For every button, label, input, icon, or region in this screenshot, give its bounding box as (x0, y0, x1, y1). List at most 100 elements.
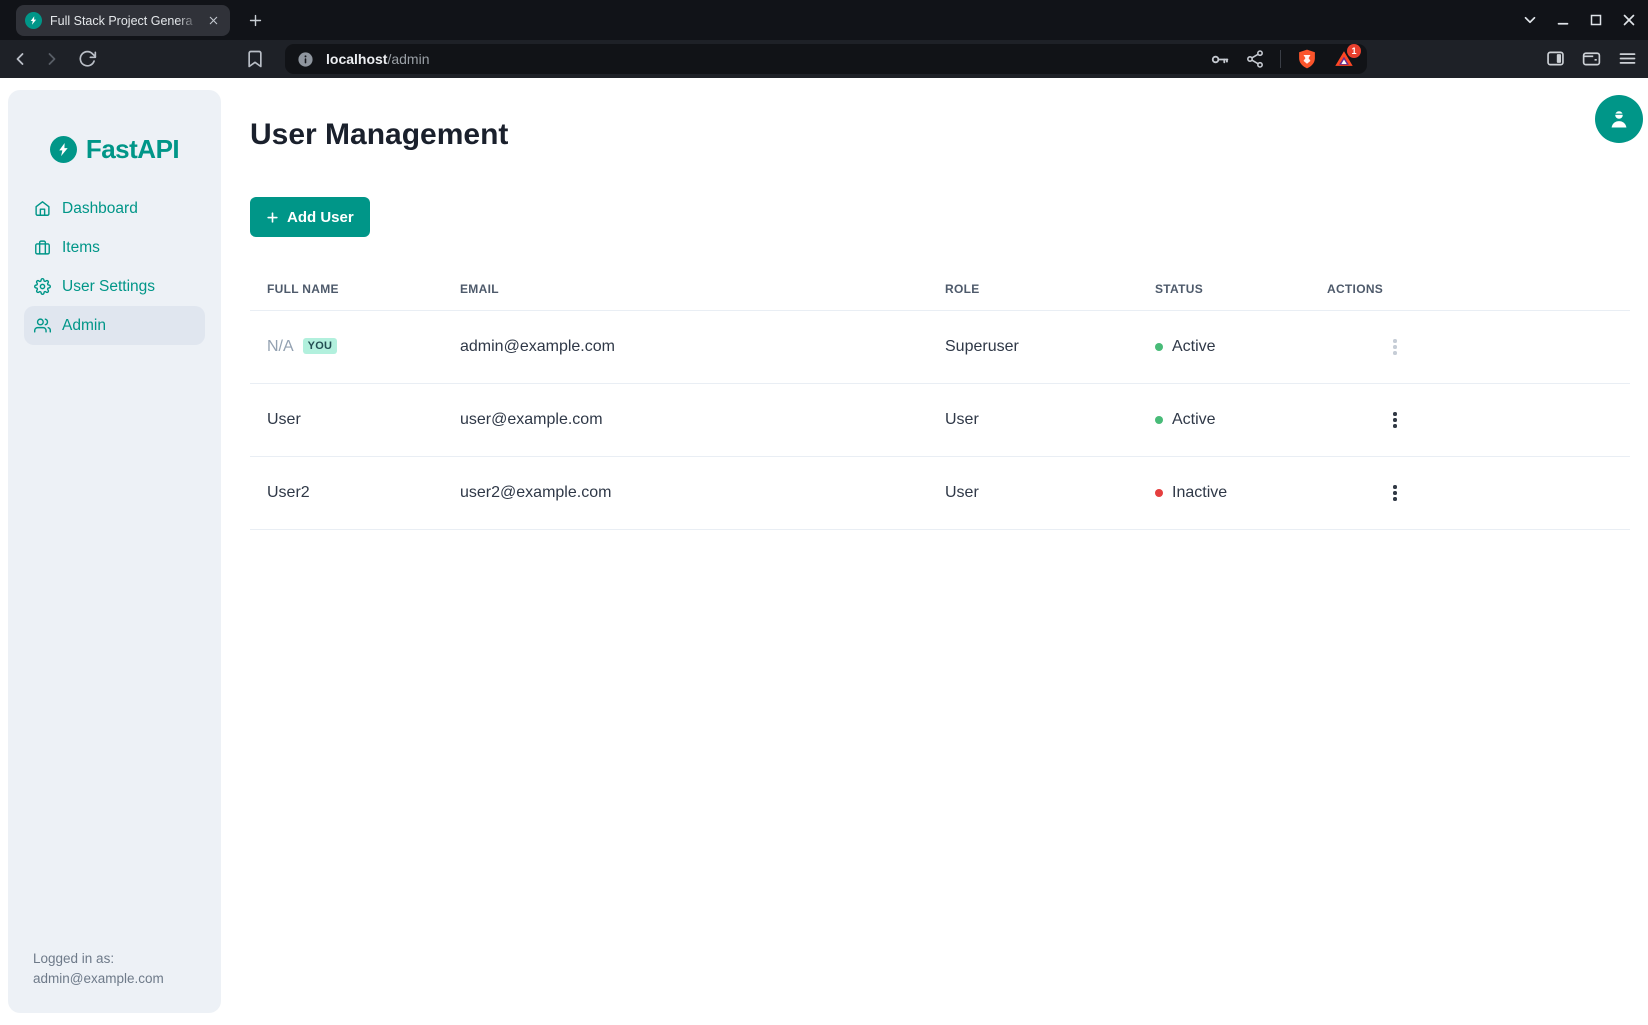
password-key-button[interactable] (1209, 49, 1230, 70)
browser-tab[interactable]: Full Stack Project Genera (16, 5, 230, 36)
hamburger-icon (1619, 53, 1636, 64)
status-dot (1155, 489, 1163, 497)
back-button[interactable] (10, 49, 30, 69)
reload-icon (79, 50, 97, 67)
ellipsis-icon (1393, 412, 1397, 416)
sidebar-nav: Dashboard Items User Settings Admin (8, 189, 221, 345)
status-dot (1155, 416, 1163, 424)
cell-full-name: User (250, 383, 443, 457)
site-info-button[interactable] (297, 51, 314, 68)
chevron-down-icon (1524, 16, 1536, 24)
column-header-role: ROLE (928, 270, 1138, 311)
main-content: User Management Add User FULL NAME EMAIL… (221, 78, 1648, 1025)
maximize-button[interactable] (1587, 11, 1605, 29)
close-icon (209, 16, 217, 25)
users-table: FULL NAME EMAIL ROLE STATUS ACTIONS N/A Y… (250, 270, 1630, 530)
table-row: N/A YOU admin@example.com Superuser Activ… (250, 310, 1630, 384)
wallet-button[interactable] (1581, 48, 1602, 69)
table-row: User user@example.com User Active (250, 383, 1630, 457)
reload-button[interactable] (77, 49, 97, 69)
sidebar-item-label: Items (62, 238, 100, 256)
logged-in-email: admin@example.com (33, 970, 164, 986)
sidebar-item-items[interactable]: Items (24, 228, 205, 267)
cell-full-name: User2 (250, 456, 443, 530)
add-user-button[interactable]: Add User (250, 197, 370, 237)
row-actions-menu-button (1382, 334, 1408, 360)
wallet-icon (1582, 52, 1601, 66)
tab-search-button[interactable] (1521, 11, 1539, 29)
ellipsis-icon (1393, 485, 1397, 489)
bookmark-button[interactable] (245, 49, 265, 69)
forward-button[interactable] (42, 49, 62, 69)
cell-email: admin@example.com (443, 310, 928, 384)
share-button[interactable] (1245, 49, 1265, 69)
share-icon (1247, 50, 1263, 68)
tab-close-button[interactable] (205, 13, 221, 29)
column-header-full-name: FULL NAME (250, 270, 443, 311)
briefcase-icon (35, 240, 50, 255)
row-actions-menu-button[interactable] (1382, 407, 1408, 433)
sidebar-item-user-settings[interactable]: User Settings (24, 267, 205, 306)
bat-triangle-icon (1335, 51, 1353, 66)
column-header-actions: ACTIONS (1310, 270, 1630, 311)
users-icon (34, 318, 51, 333)
browser-menu-button[interactable] (1617, 48, 1638, 69)
gear-icon (34, 278, 51, 295)
url-bar[interactable]: localhost/admin 1 (285, 44, 1367, 74)
user-icon (1611, 111, 1627, 128)
sidebar-item-admin[interactable]: Admin (24, 306, 205, 345)
tab-title-fade (177, 5, 203, 36)
sidebar: FastAPI Dashboard Items User Settings Ad… (8, 90, 221, 1013)
cell-status: Inactive (1172, 484, 1228, 501)
sidebar-toggle-button[interactable] (1545, 48, 1566, 69)
cell-full-name: N/A (267, 338, 294, 355)
url-path: /admin (387, 51, 430, 67)
page-title: User Management (250, 118, 509, 151)
browser-titlebar: Full Stack Project Genera (0, 0, 1648, 40)
divider (1280, 50, 1281, 68)
cell-role: Superuser (928, 310, 1138, 384)
fastapi-logo: FastAPI (8, 90, 221, 165)
info-icon (298, 51, 313, 67)
table-row: User2 user2@example.com User Inactive (250, 456, 1630, 530)
chevron-right-icon (48, 53, 56, 65)
page: FastAPI Dashboard Items User Settings Ad… (0, 78, 1648, 1025)
brave-rewards-button[interactable] (1333, 48, 1355, 70)
new-tab-button[interactable] (243, 8, 267, 32)
tab-title: Full Stack Project Genera (50, 13, 193, 28)
bookmark-icon (248, 50, 262, 68)
close-window-button[interactable] (1620, 11, 1638, 29)
sidebar-item-dashboard[interactable]: Dashboard (24, 189, 205, 228)
browser-toolbar: localhost/admin 1 (0, 40, 1648, 78)
lightning-bolt-icon (49, 136, 77, 163)
logo-text: FastAPI (85, 134, 180, 164)
chevron-left-icon (16, 53, 24, 65)
row-actions-menu-button[interactable] (1382, 480, 1408, 506)
ellipsis-icon (1393, 339, 1397, 343)
cell-email: user@example.com (443, 383, 928, 457)
table-header-row: FULL NAME EMAIL ROLE STATUS ACTIONS (250, 270, 1630, 311)
cell-role: User (928, 383, 1138, 457)
home-icon (35, 201, 50, 216)
fastapi-favicon-icon (25, 12, 42, 29)
sidebar-item-label: User Settings (62, 277, 156, 295)
rewards-notification-badge: 1 (1347, 44, 1361, 58)
close-icon (1623, 14, 1635, 26)
logged-in-info: Logged in as: admin@example.com (33, 949, 164, 990)
user-avatar-button[interactable] (1595, 95, 1643, 143)
plus-icon (267, 211, 278, 223)
cell-status: Active (1172, 338, 1216, 355)
status-dot (1155, 343, 1163, 351)
brave-shields-button[interactable] (1296, 48, 1318, 70)
url-host: localhost (326, 51, 388, 67)
column-header-status: STATUS (1138, 270, 1310, 311)
maximize-icon (1590, 14, 1602, 26)
brave-shield-icon (1299, 49, 1315, 69)
minimize-icon (1557, 22, 1569, 25)
cell-role: User (928, 456, 1138, 530)
minimize-button[interactable] (1554, 11, 1572, 29)
plus-icon (249, 14, 261, 26)
cell-status: Active (1172, 411, 1216, 428)
key-icon (1211, 55, 1229, 63)
sidebar-item-label: Dashboard (62, 199, 138, 217)
